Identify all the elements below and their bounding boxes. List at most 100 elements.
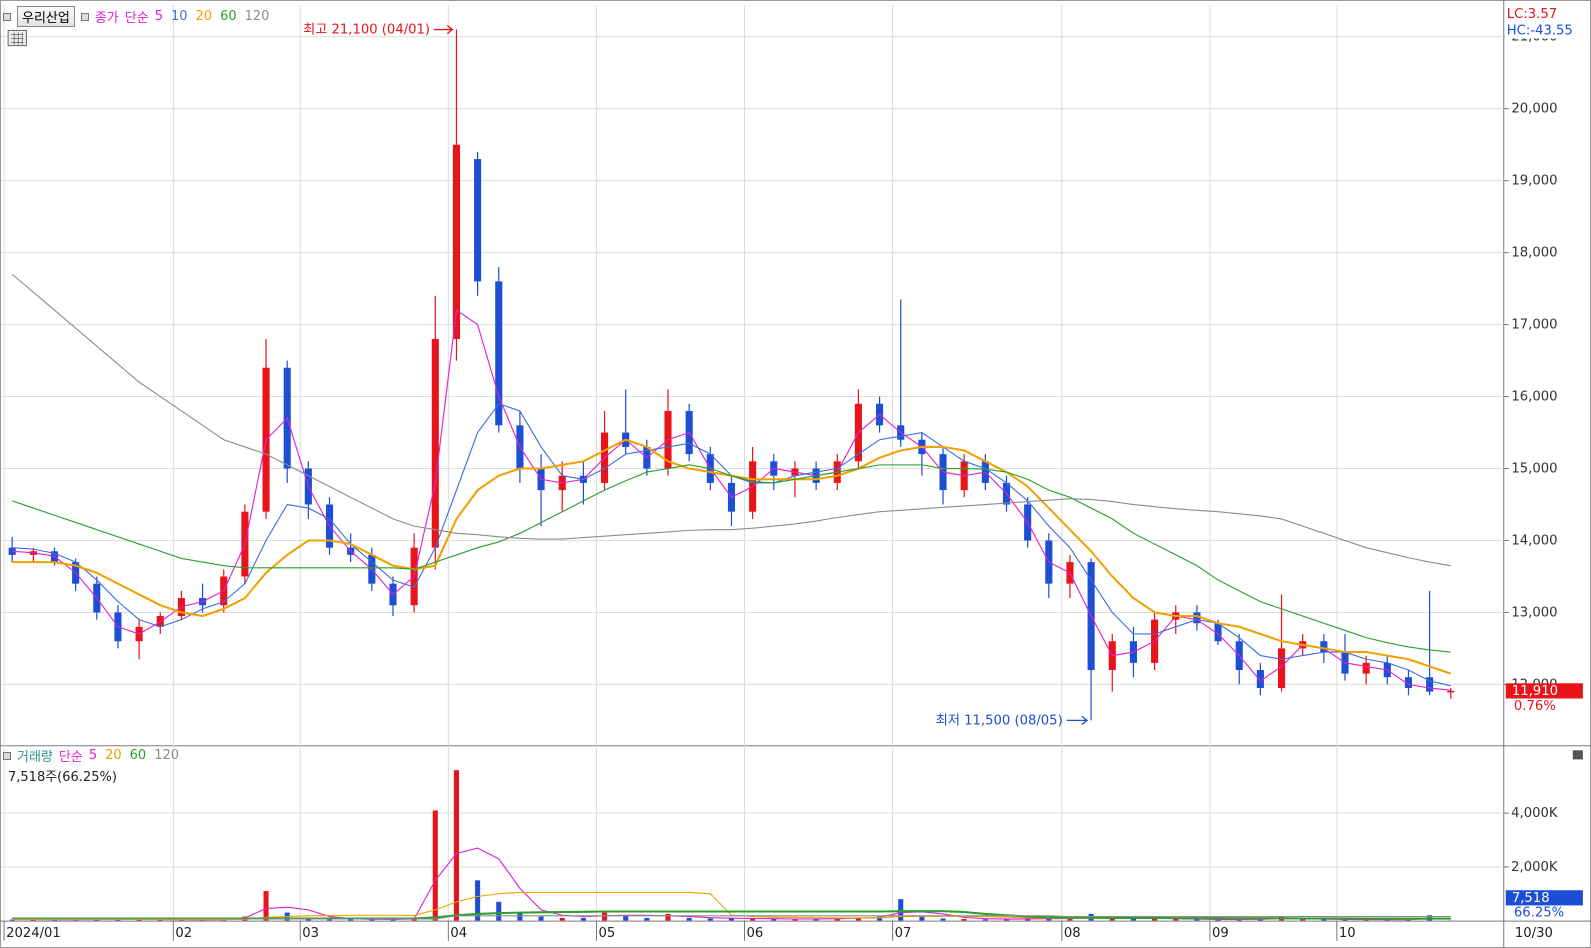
volume-bar [792, 919, 798, 921]
price-legend: 우리산업 종가 단순 5 10 20 60 120 [3, 6, 269, 27]
volume-bar [136, 919, 142, 921]
ma-legend-item: 10 [170, 9, 188, 24]
volume-bar [453, 770, 459, 921]
last-price-box [1505, 683, 1583, 699]
volume-bar [559, 917, 565, 921]
volume-ma-legend-item: 60 [129, 748, 147, 763]
volume-bar [1363, 919, 1369, 921]
high-annotation: 최고 21,100 (04/01) [303, 22, 430, 38]
x-tick-label: 03 [302, 926, 319, 941]
volume-bar [1130, 919, 1136, 921]
y-tick-label: 13,000 [1511, 605, 1557, 620]
volume-bar [728, 918, 735, 921]
ma-type: 단순 [58, 750, 83, 765]
y-tick-label: 17,000 [1511, 318, 1557, 333]
volume-bar [1003, 919, 1010, 921]
ma-line [12, 915, 1451, 920]
volume-bar [326, 919, 333, 921]
volume-bar [1152, 918, 1158, 921]
volume-bar [1109, 917, 1115, 921]
volume-legend: 거래량 단순 5 20 60 120 [3, 746, 179, 765]
volume-bar [1046, 918, 1052, 921]
y-tick-label: 18,000 [1511, 246, 1557, 261]
volume-bar [263, 891, 269, 921]
volume-bar [813, 919, 819, 921]
y-tick-label: 16,000 [1511, 390, 1557, 405]
volume-bar [855, 917, 861, 921]
x-end-label: 10/30 [1515, 926, 1553, 941]
candle-body [1404, 677, 1413, 689]
volume-bar [157, 919, 163, 921]
calendar-icon[interactable] [7, 29, 27, 47]
x-tick-label: 02 [175, 926, 192, 941]
volume-bar [1025, 919, 1031, 921]
candle-body [1426, 677, 1434, 692]
volume-bar [1215, 919, 1221, 921]
volume-bar [1321, 919, 1327, 921]
x-tick-label: 06 [747, 926, 764, 941]
ma-line [12, 309, 1451, 691]
volume-bar [538, 916, 544, 921]
volume-title: 거래량 [17, 750, 53, 765]
volume-bar [961, 919, 967, 921]
legend-square [3, 12, 11, 21]
volume-bar [432, 810, 438, 921]
volume-last-box [1505, 890, 1583, 906]
volume-bar [475, 880, 481, 921]
close-icon[interactable] [1572, 750, 1583, 760]
candle-body [474, 159, 482, 282]
volume-bar [665, 913, 671, 921]
x-tick-label: 05 [598, 926, 615, 941]
volume-bar [390, 919, 396, 921]
volume-bar [1257, 919, 1263, 921]
volume-bar [517, 912, 523, 921]
volume-bar [919, 916, 925, 921]
x-tick-label: 07 [895, 926, 912, 941]
y-tick-label: 20,000 [1511, 102, 1557, 117]
volume-bar [707, 918, 713, 921]
x-tick-label: 04 [450, 926, 467, 941]
volume-ma-legend-item: 120 [154, 748, 180, 763]
legend-square [80, 12, 89, 21]
volume-bar [369, 919, 375, 921]
ma-line [11, 273, 1451, 567]
x-tick-label: 08 [1064, 926, 1081, 941]
volume-bar [771, 919, 777, 921]
volume-ma-legend: 5 20 60 120 [89, 748, 179, 763]
low-annotation: 최저 11,500 (08/05) [936, 712, 1063, 728]
volume-bar [750, 918, 756, 921]
y-tick-label: 14,000 [1511, 533, 1557, 548]
ma-legend-item: 120 [244, 9, 270, 24]
volume-bar [1173, 919, 1179, 921]
volume-bar [1194, 919, 1200, 921]
volume-bar [686, 917, 692, 921]
candle-body [452, 144, 460, 339]
volume-ma-legend-item: 20 [105, 748, 122, 763]
volume-bar [1448, 920, 1454, 921]
y-tick-label: 19,000 [1511, 174, 1557, 189]
volume-bar [940, 918, 946, 921]
last-price-label: 11,910 [1512, 684, 1558, 699]
volume-summary: 7,518주(66.25%) [8, 770, 117, 785]
volume-bar [348, 919, 354, 921]
y-tick-label: 15,000 [1511, 462, 1557, 477]
volume-bar [834, 919, 840, 921]
volume-ma-legend-item: 5 [88, 748, 98, 763]
candle-body [495, 281, 503, 426]
ma-legend: 5 10 20 60 120 [155, 9, 270, 24]
price-label: 종가 [94, 11, 119, 26]
ma-line [12, 847, 1451, 921]
lc-label: LC:3.57 [1507, 7, 1557, 22]
stock-button[interactable]: 우리산업 [17, 6, 75, 27]
candle-body [1256, 670, 1264, 689]
hc-lc-background [1504, 6, 1590, 39]
candle-body [1214, 623, 1222, 642]
volume-bar [30, 919, 36, 921]
candle-body [1193, 612, 1201, 624]
candle-body [1320, 641, 1328, 653]
volume-bar [898, 899, 904, 921]
high-arrow [434, 24, 454, 35]
volume-bar [982, 919, 988, 921]
